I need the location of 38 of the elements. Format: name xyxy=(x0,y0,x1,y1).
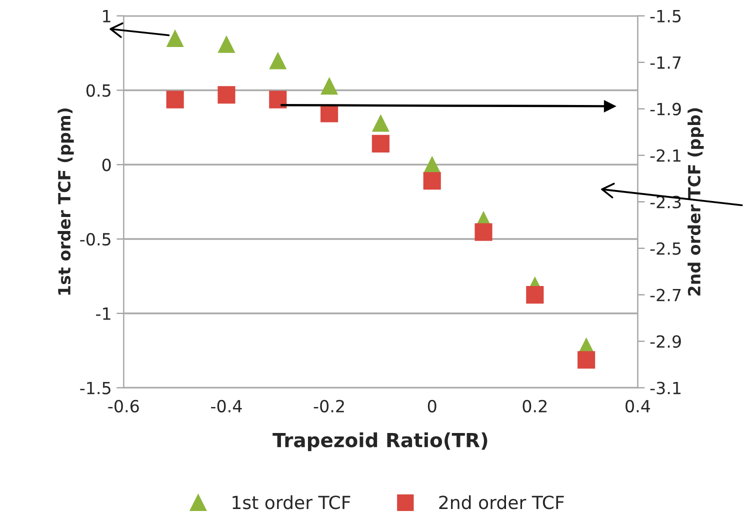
x-tick-label: -0.6 xyxy=(108,400,139,412)
y-axis-title: 1st order TCF (ppm) xyxy=(58,108,74,295)
y2-axis-title: 2nd order TCF (ppb) xyxy=(688,108,704,296)
y2-tick-label: -1.5 xyxy=(650,10,681,22)
y2-tick-label: -1.7 xyxy=(650,56,681,69)
x-tick-label: 0.4 xyxy=(626,400,650,412)
y2-tick-label: -3.1 xyxy=(650,382,681,394)
y-tick-label: 0 xyxy=(102,158,111,172)
point xyxy=(526,286,544,304)
y-tick-label: -1.5 xyxy=(80,382,110,394)
legend-label: 1st order TCF xyxy=(232,495,350,510)
y-tick-label: 0.5 xyxy=(86,84,110,97)
x-tick-label: -0.2 xyxy=(314,400,344,412)
y-tick-label: -1 xyxy=(96,308,110,320)
point xyxy=(578,351,596,369)
point xyxy=(372,134,390,152)
point xyxy=(372,114,390,132)
point xyxy=(269,52,287,70)
y-tick-label: -0.5 xyxy=(80,232,110,246)
point xyxy=(474,223,492,241)
point xyxy=(423,172,441,190)
x-tick-label: -0.4 xyxy=(211,400,242,412)
y2-tick-label: -2.9 xyxy=(650,335,681,348)
point xyxy=(269,90,287,108)
y2-tick-label: -2.1 xyxy=(650,149,681,162)
y-tick-label: 1 xyxy=(103,10,110,22)
y2-tick-label: -1.9 xyxy=(650,102,681,116)
x-axis-title: Trapezoid Ratio(TR) xyxy=(272,432,488,452)
point xyxy=(218,35,236,53)
x-tick-label: 0.2 xyxy=(522,400,546,412)
point xyxy=(218,86,236,104)
y2-tick-label: -2.7 xyxy=(650,288,681,302)
x-tick-label: 0 xyxy=(428,400,436,412)
point xyxy=(166,90,184,108)
legend-label: 2nd order TCF xyxy=(439,495,564,510)
y2-tick-label: -2.5 xyxy=(650,242,681,255)
point xyxy=(320,77,338,95)
point xyxy=(166,29,184,47)
